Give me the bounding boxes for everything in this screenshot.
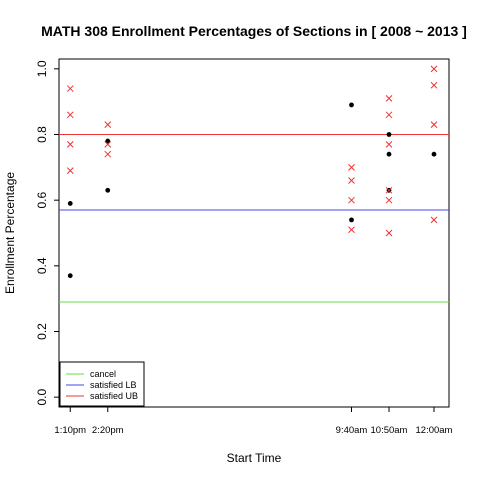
y-axis-label: Enrollment Percentage [3,172,17,294]
cross-point [385,229,393,237]
y-axis: 0.0 0.2 0.4 0.6 0.8 1.0 [35,60,59,405]
cross-point [385,95,393,102]
dot-point [386,132,392,137]
cross-point [348,163,355,171]
dot-point [105,138,111,144]
data-points [66,65,438,279]
plot-frame [58,58,450,408]
cross-point [348,196,355,204]
x-tick-label: 10:50am [371,425,408,436]
cross-point [348,226,355,234]
cross-point [104,121,112,129]
dot-point [349,102,354,108]
cross-point [430,81,438,89]
cross-point [430,216,438,224]
cross-point [66,85,74,92]
x-tick-label: 2:20pm [92,425,124,436]
cross-point [430,121,438,129]
cross-point [385,141,393,148]
legend-label: satisfied LB [90,380,137,390]
x-axis-label: Start Time [227,451,282,465]
x-tick-label: 1:10pm [54,425,86,436]
y-tick-label: 1.0 [35,60,49,77]
cross-point [66,141,74,148]
reference-lines [59,134,449,303]
x-tick-label: 9:40am [336,425,368,436]
cross-point [385,111,393,119]
cross-point [348,177,355,184]
cross-point [104,141,112,148]
dot-point [67,201,73,206]
dot-point [67,273,73,279]
y-tick-label: 0.2 [35,323,49,340]
cross-point [66,167,74,174]
cross-point [385,196,393,204]
dot-point [431,151,437,157]
x-axis: 1:10pm 2:20pm 9:40am 10:50am 12:00am [54,407,453,436]
x-tick-label: 12:00am [416,425,453,436]
cross-point [104,150,112,158]
y-tick-label: 0.4 [35,257,49,274]
dot-point [349,217,354,223]
dot-point [386,151,392,157]
y-tick-label: 0.0 [35,388,49,405]
cross-point [385,186,393,194]
legend-box [59,361,145,407]
cross-point [66,111,74,119]
cross-point [430,65,438,73]
legend-label: satisfied UB [90,391,138,401]
legend-label: cancel [90,369,116,379]
chart-title: MATH 308 Enrollment Percentages of Secti… [41,23,467,39]
y-tick-label: 0.8 [35,126,49,143]
y-tick-label: 0.6 [35,192,49,209]
dot-point [105,187,111,193]
